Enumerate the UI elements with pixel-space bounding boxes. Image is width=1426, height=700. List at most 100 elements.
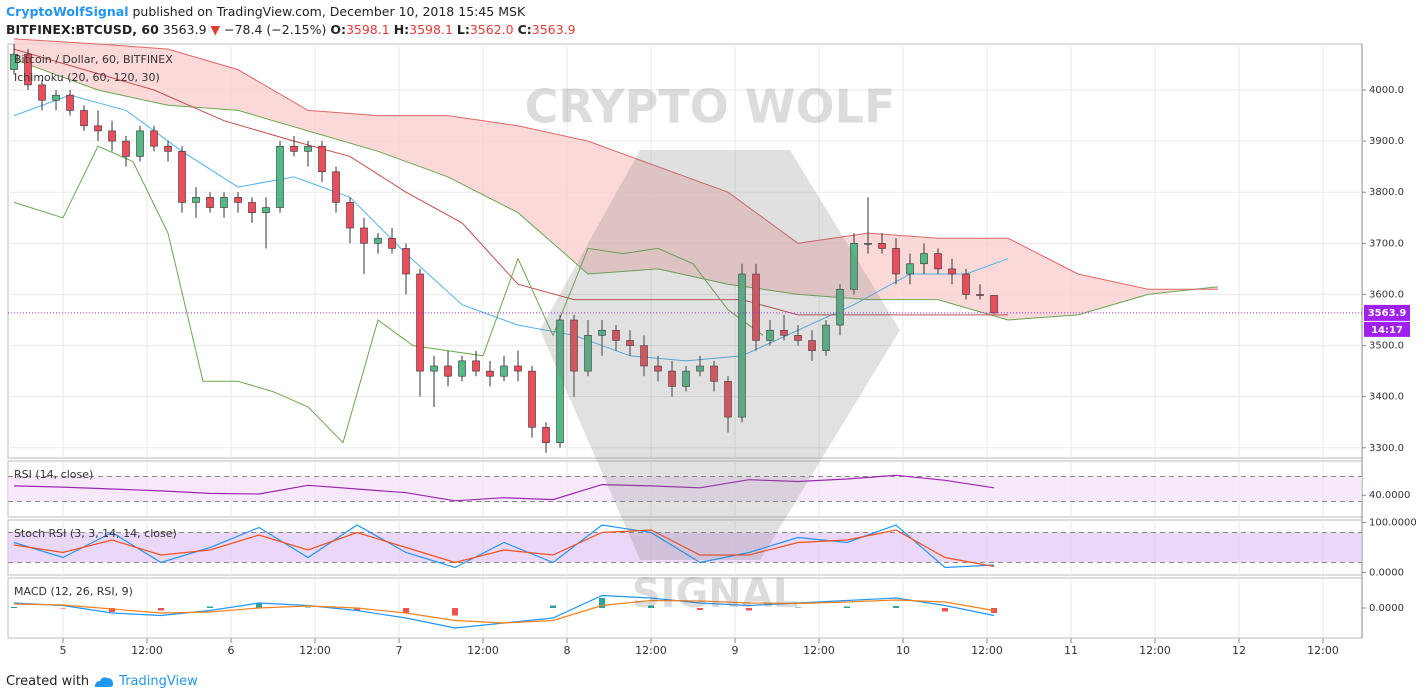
candle-body [892, 248, 900, 275]
indicator-line [13, 599, 995, 624]
countdown: 14:17 [1371, 325, 1403, 336]
watermark-bottom: SIGNAL [632, 571, 798, 617]
ichimoku-line [13, 145, 764, 444]
x-tick-label: 11 [1064, 644, 1078, 657]
histogram-bar [697, 608, 704, 610]
indicator-line [13, 529, 995, 568]
y-tick-label: 0.0000 [1369, 568, 1404, 579]
published: published on TradingView.com, December 1… [132, 4, 526, 19]
band [8, 476, 1362, 502]
candle-body [990, 295, 998, 314]
histogram-bar [305, 607, 312, 608]
candle-body [514, 365, 522, 372]
indicator-legend: Stoch RSI (3, 3, 14, 14, close) [14, 527, 177, 540]
candle-body [178, 151, 186, 203]
candle-body [668, 370, 676, 387]
l-label: L: [456, 22, 470, 37]
candle-body [836, 289, 844, 326]
candle-body [24, 53, 32, 86]
candle-body [346, 202, 354, 229]
candle-body [934, 253, 942, 270]
candle-body [304, 145, 312, 152]
histogram-bar [746, 608, 753, 611]
price: 3563.9 [162, 22, 207, 37]
candle-body [542, 427, 550, 443]
candle-body [122, 140, 130, 157]
brand[interactable]: TradingView [119, 674, 198, 689]
candle-body [962, 273, 970, 295]
y-tick-label: 4000.0 [1369, 85, 1404, 96]
candle-body [626, 340, 634, 346]
candle-body [752, 273, 760, 341]
candle-body [878, 243, 886, 249]
candle-body [136, 130, 144, 157]
candle-body [780, 329, 788, 336]
c-label: C: [517, 22, 532, 37]
x-tick-label: 12:00 [1139, 644, 1171, 657]
histogram-bar [403, 608, 410, 613]
candle-body [570, 319, 578, 372]
candle-body [66, 94, 74, 111]
watermark: CRYPTO WOLF SIGNAL [525, 80, 900, 617]
x-tick-label: 7 [396, 644, 403, 657]
candle-body [318, 145, 326, 173]
candle-body [640, 345, 648, 367]
y-tick-label: 3400.0 [1369, 392, 1404, 403]
watermark-top: CRYPTO WOLF [525, 80, 896, 134]
candle-body [108, 130, 116, 142]
histogram-bar [60, 608, 67, 609]
candle-body [822, 324, 830, 351]
c: 3563.9 [531, 22, 576, 37]
ichimoku-line [13, 48, 1008, 316]
candle-body [696, 365, 704, 372]
last-price-box [1364, 304, 1410, 321]
x-tick-label: 12:00 [803, 644, 835, 657]
histogram-bar [256, 603, 263, 608]
candle-body [766, 329, 774, 341]
author[interactable]: CryptoWolfSignal [6, 4, 129, 19]
wolf-shape [540, 150, 900, 560]
candle-body [52, 94, 60, 101]
change: −78.4 (−2.15%) [224, 22, 327, 37]
candle-body [164, 145, 172, 152]
candle-body [472, 360, 480, 372]
h: 3598.1 [409, 22, 453, 37]
candle-body [458, 360, 466, 377]
chart: 5 12:00 6 12:00 7 12:00 8 12:00 9 12:00 10 12:00 11 1… [7, 38, 1417, 657]
footer: Created with TradingView [6, 674, 198, 689]
symbol: BITFINEX:BTCUSD, 60 [6, 22, 159, 37]
candle-body [654, 365, 662, 372]
l: 3562.0 [469, 22, 514, 37]
candle-body [794, 335, 802, 341]
x-tick-label: 12:00 [1307, 644, 1339, 657]
candle-body [682, 370, 690, 387]
candle-body [374, 237, 382, 244]
candle-body [444, 365, 452, 377]
x-tick-label: 12:00 [299, 644, 331, 657]
y-tick-label: 3600.0 [1369, 289, 1404, 300]
last-price-label: 3563.9 [1368, 308, 1407, 319]
candle-body [388, 237, 396, 249]
candle-body [276, 145, 284, 208]
candle-body [500, 365, 508, 377]
histogram-bar [893, 606, 900, 608]
candle-body [808, 340, 816, 351]
x-tick-label: 5 [60, 644, 67, 657]
histogram-bar [550, 605, 557, 608]
histogram-bar [207, 606, 214, 608]
histogram-bar [599, 598, 606, 608]
x-tick-label: 12:00 [971, 644, 1003, 657]
candle-body [234, 197, 242, 203]
indicator-line [13, 474, 995, 502]
y-tick-label: 3300.0 [1369, 443, 1404, 454]
arrow: ▼ [210, 22, 221, 37]
histogram-bar [452, 608, 459, 616]
header: CryptoWolfSignal published on TradingVie… [6, 3, 576, 39]
candle-body [38, 84, 46, 101]
histogram-bar [795, 607, 802, 608]
candle-body [402, 248, 410, 275]
ichimoku-cloud [14, 38, 1219, 321]
x-tick-label: 12 [1232, 644, 1246, 657]
x-tick-label: 12:00 [467, 644, 499, 657]
